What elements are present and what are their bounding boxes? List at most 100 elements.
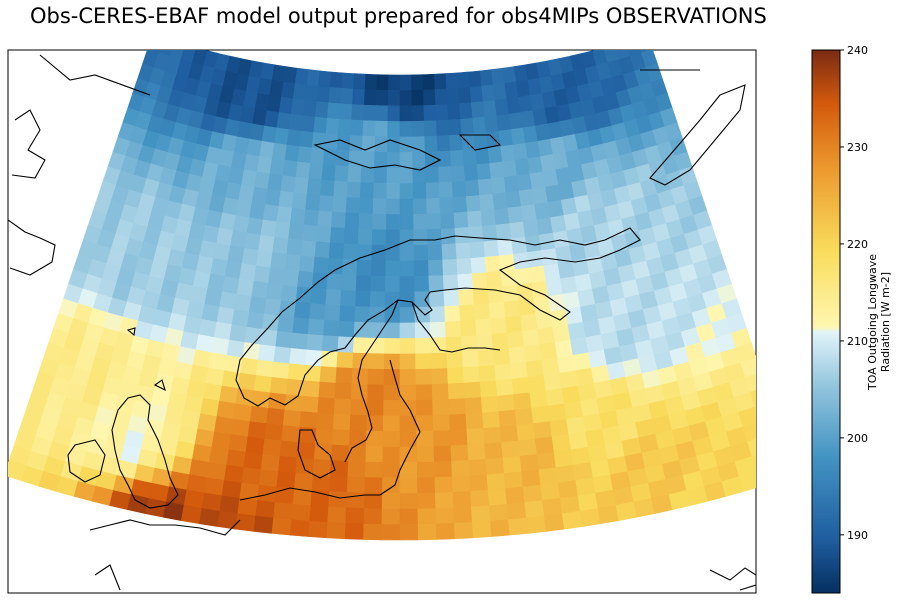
- heatmap-cell: [451, 460, 470, 478]
- heatmap-cell: [543, 263, 561, 282]
- heatmap-cell: [249, 405, 269, 424]
- heatmap-cell: [322, 148, 338, 166]
- heatmap-cell: [484, 115, 500, 133]
- heatmap-cell: [520, 204, 538, 223]
- heatmap-cell: [328, 242, 345, 260]
- heatmap-cell: [520, 313, 539, 332]
- heatmap-cell: [266, 282, 284, 301]
- heatmap-cell: [579, 508, 601, 527]
- heatmap-cell: [287, 363, 306, 382]
- heatmap-cell: [468, 225, 485, 244]
- heatmap-cell: [450, 444, 470, 462]
- heatmap-cell: [506, 330, 525, 349]
- heatmap-cell: [447, 367, 465, 385]
- heatmap-cell: [265, 188, 282, 207]
- heatmap-cell: [426, 213, 442, 230]
- heatmap-cell: [364, 461, 384, 479]
- heatmap-cell: [315, 428, 334, 446]
- heatmap-cell: [521, 469, 542, 488]
- heatmap-cell: [416, 446, 435, 463]
- heatmap-cell: [534, 436, 555, 455]
- heatmap-cell: [244, 326, 263, 346]
- heatmap-cell: [323, 319, 340, 338]
- heatmap-cell: [214, 416, 234, 435]
- heatmap-cell: [216, 400, 237, 420]
- heatmap-cell: [492, 83, 508, 101]
- heatmap-cell: [245, 436, 266, 455]
- heatmap-cell: [518, 438, 538, 457]
- heatmap-cell: [488, 301, 506, 320]
- heatmap-cell: [281, 425, 301, 443]
- heatmap-cell: [351, 104, 365, 122]
- heatmap-cell: [257, 344, 277, 363]
- heatmap-cell: [313, 443, 333, 461]
- heatmap-cell: [352, 88, 366, 106]
- heatmap-cell: [524, 500, 545, 519]
- heatmap-cell: [289, 348, 308, 366]
- heatmap-cell: [501, 159, 518, 178]
- heatmap-cell: [479, 380, 498, 398]
- heatmap-cell: [381, 493, 401, 510]
- heatmap-cell: [267, 173, 284, 192]
- heatmap-cell: [382, 462, 401, 479]
- heatmap-cell: [522, 484, 543, 503]
- heatmap-cell: [361, 151, 376, 168]
- heatmap-cell: [280, 284, 298, 303]
- heatmap-cell: [363, 523, 383, 541]
- heatmap-cell: [523, 344, 543, 363]
- heatmap-cell: [538, 467, 559, 486]
- heatmap-cell: [399, 245, 415, 262]
- heatmap-cell: [315, 225, 332, 244]
- heatmap-cell: [470, 256, 487, 275]
- heatmap-cell: [279, 440, 299, 459]
- heatmap-cell: [543, 372, 563, 392]
- heatmap-cell: [226, 339, 246, 359]
- heatmap-cell: [259, 328, 278, 347]
- heatmap-cell: [326, 522, 347, 540]
- heatmap-cell: [480, 209, 497, 227]
- heatmap-cell: [334, 382, 353, 400]
- heatmap-cell: [522, 328, 541, 347]
- heatmap-cell: [313, 116, 328, 135]
- heatmap-cell: [473, 303, 491, 321]
- heatmap-cell: [469, 85, 484, 104]
- heatmap-cell: [307, 318, 325, 337]
- heatmap-cell: [365, 446, 384, 463]
- heatmap-cell: [221, 480, 243, 499]
- heatmap-cell: [572, 352, 592, 372]
- heatmap-cell: [308, 520, 329, 539]
- heatmap-cell: [349, 135, 364, 153]
- heatmap-cell: [399, 353, 417, 370]
- heatmap-cell: [411, 89, 425, 107]
- heatmap-cell: [195, 334, 215, 354]
- heatmap-cell: [386, 167, 401, 184]
- heatmap-cell: [387, 74, 401, 91]
- heatmap-cell: [460, 117, 475, 136]
- heatmap-cell: [241, 467, 262, 486]
- heatmap-cell: [363, 508, 383, 525]
- heatmap-cell: [495, 223, 512, 241]
- heatmap-cell: [448, 398, 467, 416]
- heatmap-cell: [414, 322, 432, 339]
- heatmap-cell: [386, 183, 401, 200]
- heatmap-cell: [272, 236, 289, 255]
- heatmap-cell: [433, 430, 452, 447]
- heatmap-cell: [399, 121, 413, 138]
- heatmap-cell: [253, 375, 273, 394]
- heatmap-cell: [292, 317, 310, 335]
- heatmap-cell: [318, 381, 337, 399]
- heatmap-cell: [426, 197, 441, 215]
- heatmap-cell: [373, 182, 388, 200]
- heatmap-cell: [427, 228, 443, 246]
- heatmap-cell: [282, 269, 300, 288]
- heatmap-cell: [221, 276, 240, 295]
- heatmap-cell: [482, 100, 498, 118]
- heatmap-cell: [562, 291, 581, 310]
- heatmap-cell: [271, 517, 292, 536]
- heatmap-cell: [749, 389, 756, 408]
- heatmap-cell: [514, 158, 531, 177]
- heatmap-cell: [385, 214, 401, 231]
- heatmap-cell: [303, 209, 320, 227]
- heatmap-cell: [399, 74, 413, 91]
- heatmap-cell: [278, 455, 298, 474]
